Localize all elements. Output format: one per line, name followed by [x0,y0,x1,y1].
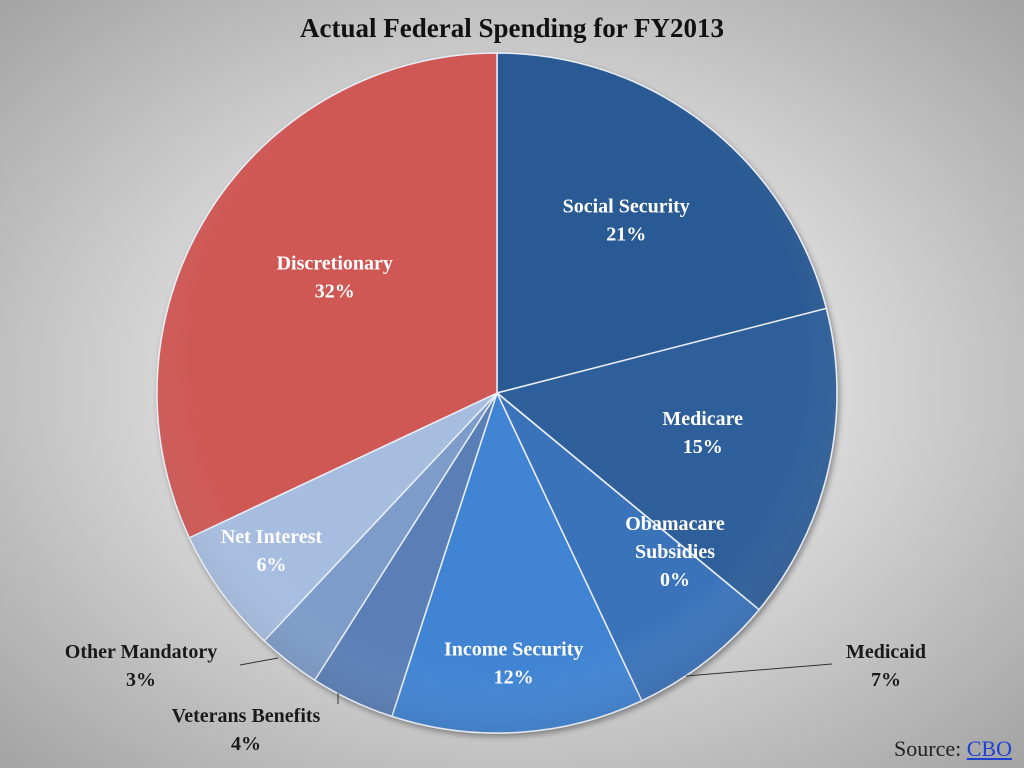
leader-line-other-mandatory [239,657,279,666]
slice-label-veterans-benefits: Veterans Benefits 4% [172,705,321,755]
slice-label-net-interest: Net Interest 6% [221,526,323,576]
leader-line-medicaid [685,663,833,677]
slice-label-medicare: Medicare 15% [662,408,743,458]
source-link[interactable]: CBO [966,736,1012,761]
chart-title: Actual Federal Spending for FY2013 [300,13,724,43]
slice-label-medicaid: Medicaid 7% [846,641,926,691]
slice-label-discretionary: Discretionary 32% [277,253,393,303]
slice-label-income-security: Income Security 12% [444,639,583,689]
source-prefix: Source: [894,736,967,761]
source-note: Source: CBO [894,736,1012,762]
slice-label-obamacare-subsidies: Obamacare Subsidies 0% [625,513,725,591]
slice-label-social-security: Social Security 21% [563,195,690,245]
slice-label-other-mandatory: Other Mandatory 3% [65,641,217,691]
